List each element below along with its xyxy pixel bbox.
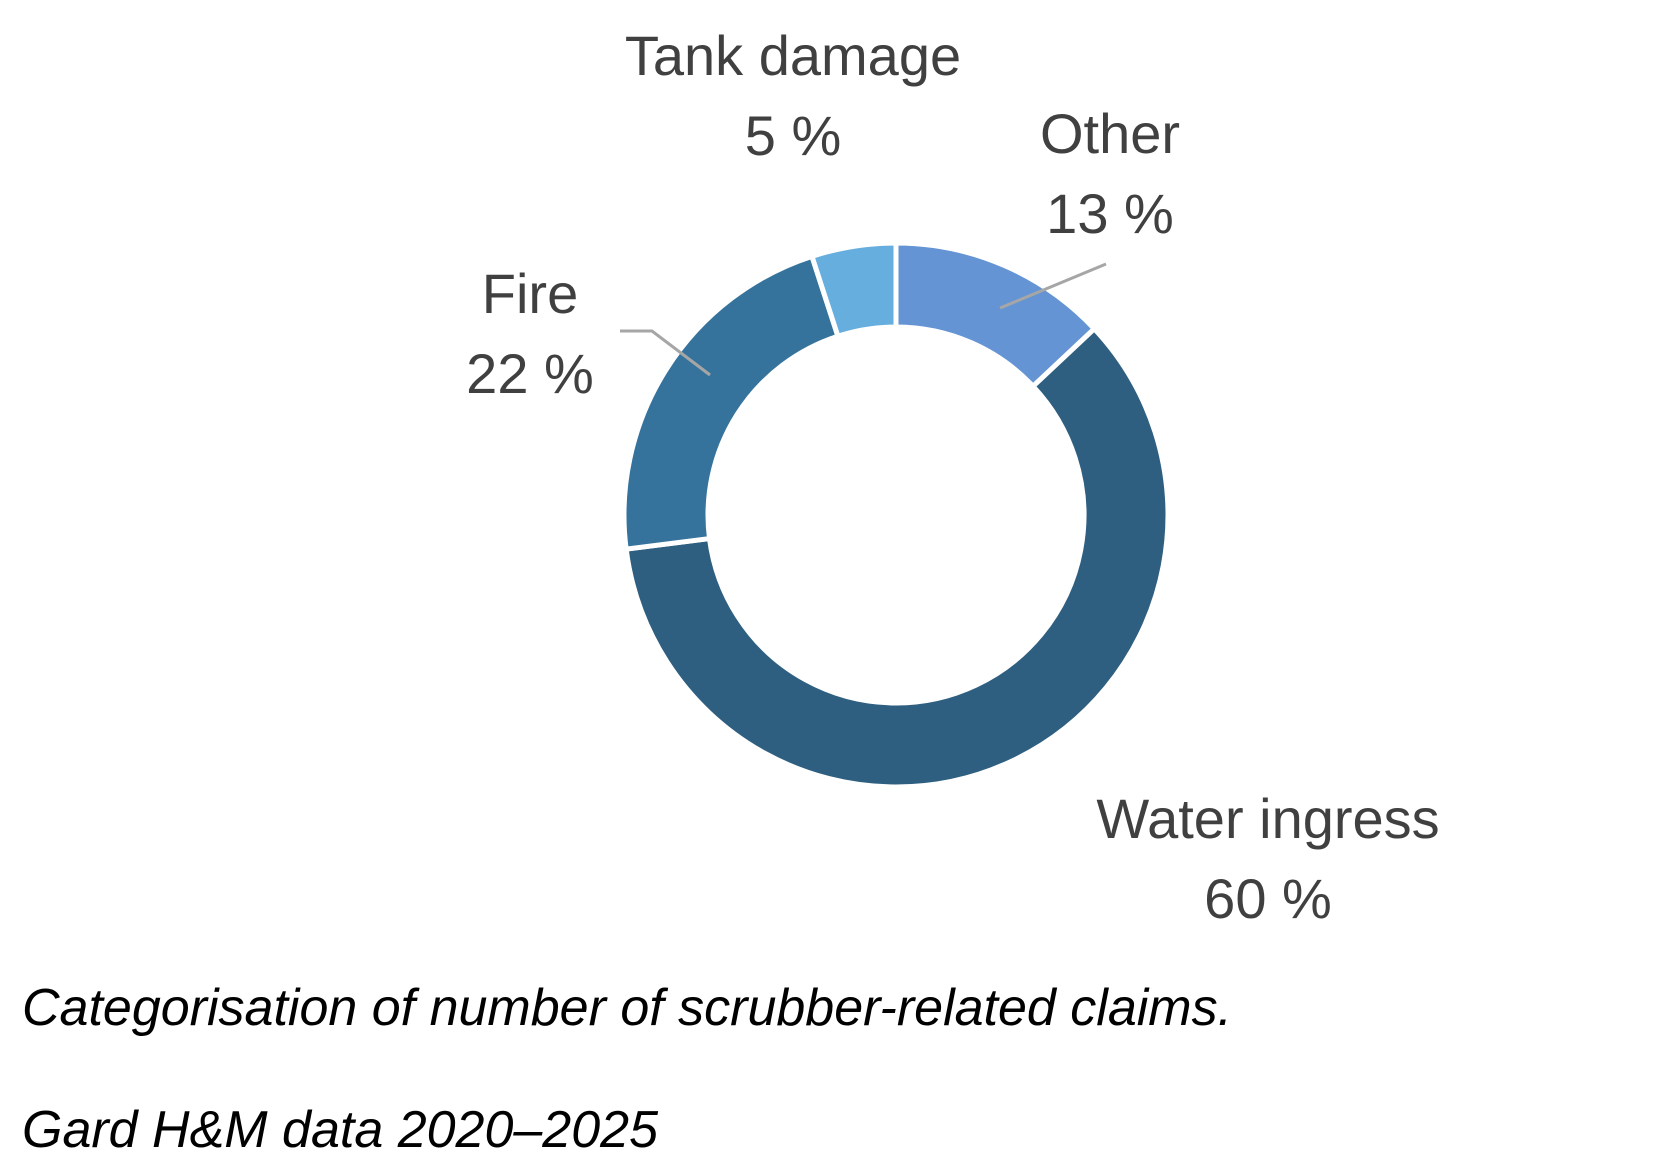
slice-value-tank-damage: 5 %	[745, 104, 842, 167]
labels-layer: Other 13 % Water ingress 60 % Fire 22 % Tank d…	[466, 24, 1440, 930]
slice-value-fire: 22 %	[466, 342, 594, 405]
slices-layer	[621, 240, 1171, 790]
slice-label-other: Other	[1040, 102, 1180, 165]
caption-line-1: Categorisation of number of scrubber-rel…	[22, 979, 1233, 1037]
slice-label-fire: Fire	[482, 262, 578, 325]
leader-line-other	[999, 262, 1107, 310]
leader-line-fire	[620, 329, 711, 377]
slice-value-water-ingress: 60 %	[1204, 867, 1332, 930]
slice-label-water-ingress: Water ingress	[1096, 787, 1439, 850]
slice-value-other: 13 %	[1046, 182, 1174, 245]
slice-fire	[621, 253, 842, 552]
caption-line-2: Gard H&M data 2020–2025	[22, 1101, 658, 1159]
slice-label-tank-damage: Tank damage	[625, 24, 961, 87]
donut-chart: Other 13 % Water ingress 60 % Fire 22 % Tank d…	[466, 24, 1440, 930]
leader-lines-layer	[620, 262, 1107, 377]
slice-tank-damage	[808, 240, 899, 340]
slice-water-ingress	[623, 325, 1171, 790]
